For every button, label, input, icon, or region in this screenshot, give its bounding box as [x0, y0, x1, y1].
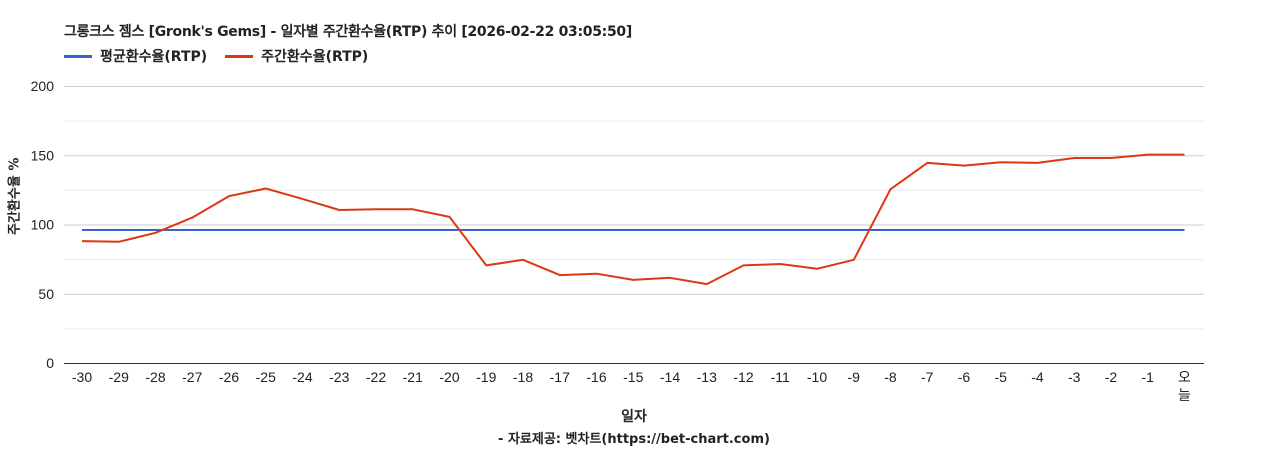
- x-tick-label: -1: [1142, 369, 1155, 385]
- x-tick-label: -24: [292, 369, 312, 385]
- x-tick-label: -17: [550, 369, 570, 385]
- legend-swatch-red-icon: [225, 54, 254, 58]
- y-axis-ticks: 0 50 100 150 200: [31, 78, 55, 371]
- x-tick-label: -25: [256, 369, 276, 385]
- x-tick-label: -30: [72, 369, 92, 385]
- legend-label: 평균환수율(RTP): [100, 49, 208, 65]
- x-tick-label: -28: [145, 369, 165, 385]
- x-tick-label: -20: [439, 369, 459, 385]
- x-tick-label: -3: [1068, 369, 1081, 385]
- y-tick-label: 200: [31, 78, 55, 94]
- x-tick-label: -4: [1031, 369, 1044, 385]
- x-tick-label: -18: [513, 369, 533, 385]
- x-tick-label: -15: [623, 369, 643, 385]
- x-tick-label: -19: [476, 369, 496, 385]
- y-axis-title: 주간환수율 %: [7, 157, 23, 235]
- x-tick-label: -23: [329, 369, 349, 385]
- x-tick-label: -9: [848, 369, 861, 385]
- x-tick-label: -6: [958, 369, 971, 385]
- x-tick-label: -2: [1105, 369, 1118, 385]
- x-tick-label: -21: [403, 369, 423, 385]
- weekly-rtp-line[interactable]: [81, 153, 1185, 286]
- x-tick-label: -13: [697, 369, 717, 385]
- legend-swatch-blue-icon: [64, 54, 92, 58]
- data-source-credit: - 자료제공: 벳차트(https://bet-chart.com): [498, 432, 770, 447]
- x-tick-label: -5: [995, 369, 1008, 385]
- x-tick-label: -29: [109, 369, 129, 385]
- data-series: [81, 153, 1185, 286]
- legend-item-average-rtp[interactable]: 평균환수율(RTP): [64, 46, 207, 66]
- x-tick-label: -12: [733, 369, 753, 385]
- x-tick-label: -11: [771, 369, 790, 385]
- x-tick-label: 늘: [1178, 387, 1191, 403]
- y-tick-label: 0: [46, 355, 54, 371]
- x-tick-label: -8: [884, 369, 897, 385]
- x-tick-label: -22: [366, 369, 386, 385]
- x-axis-ticks: -30 -29 -28 -27 -26 -25 -24 -23 -22 -21 -20 -19 -18 -…: [72, 369, 1191, 403]
- x-tick-label: -16: [586, 369, 606, 385]
- x-tick-label: -27: [182, 369, 202, 385]
- x-tick-label: -10: [807, 369, 827, 385]
- x-tick-label: -26: [219, 369, 239, 385]
- x-axis-title: 일자: [621, 409, 647, 425]
- y-tick-label: 150: [31, 147, 55, 163]
- gridlines: [64, 86, 1204, 330]
- y-tick-label: 50: [38, 286, 54, 302]
- chart-title: 그롱크스 젬스 [Gronk's Gems] - 일자별 주간환수율(RTP) …: [64, 24, 632, 40]
- x-tick-label: 오: [1178, 369, 1191, 385]
- legend: 평균환수율(RTP) 주간환수율(RTP): [64, 46, 386, 66]
- y-tick-label: 100: [31, 217, 55, 233]
- x-tick-label: -7: [921, 369, 934, 385]
- x-tick-label: -14: [660, 369, 680, 385]
- legend-label: 주간환수율(RTP): [261, 49, 369, 65]
- legend-item-weekly-rtp[interactable]: 주간환수율(RTP): [225, 46, 368, 66]
